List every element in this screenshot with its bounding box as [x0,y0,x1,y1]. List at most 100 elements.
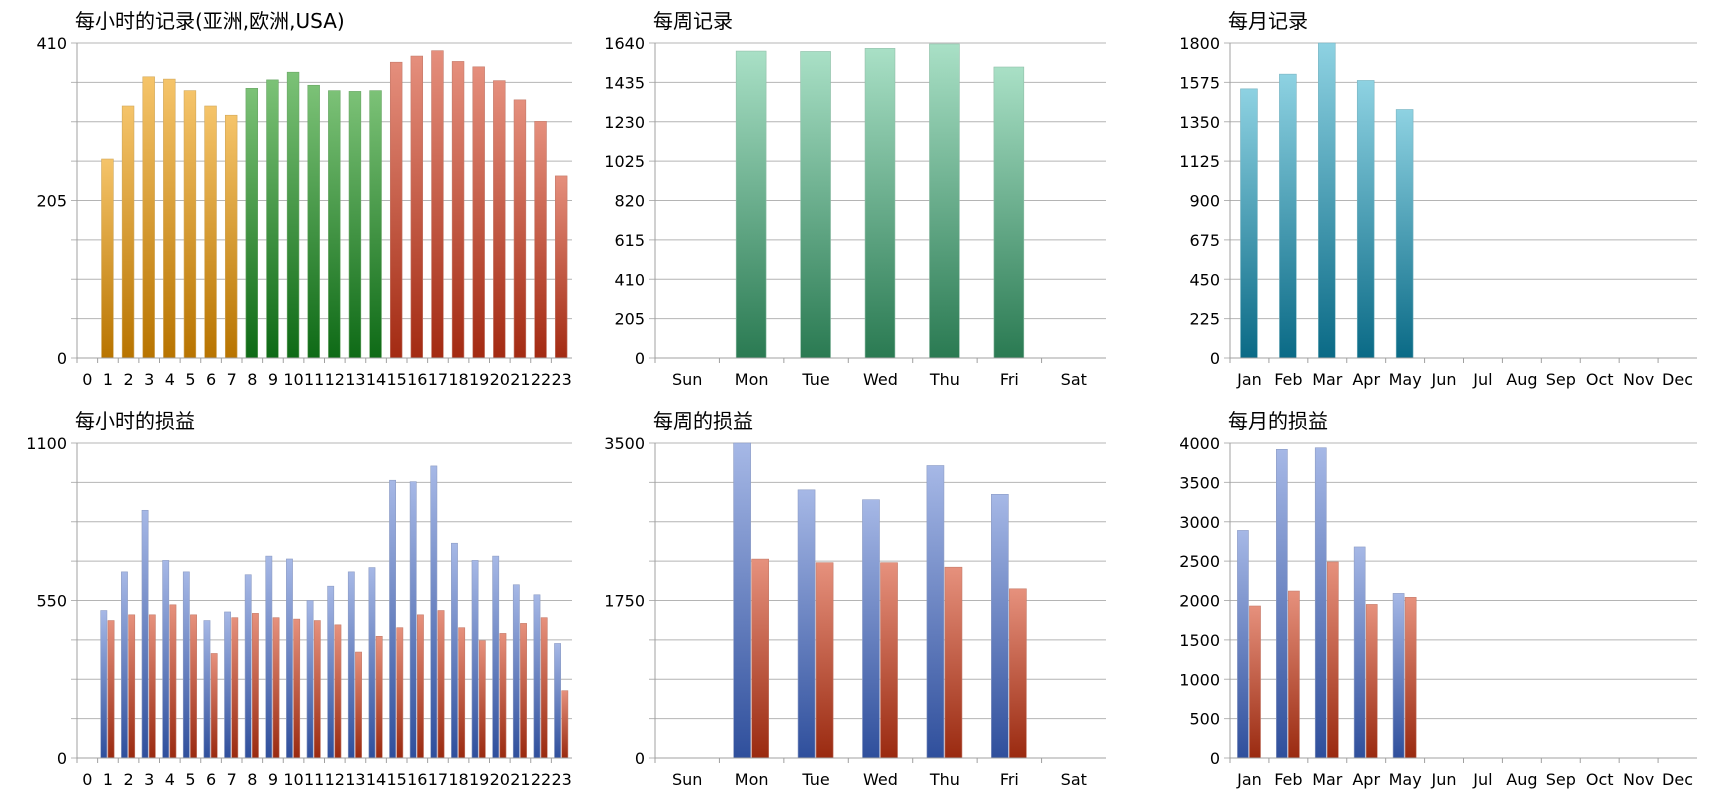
x-tick-label: 16 [407,770,427,789]
bar [266,79,279,359]
bar [107,620,115,759]
bar [554,643,561,759]
chart-title: 每小时的记录(亚洲,欧洲,USA) [75,9,345,33]
y-tick-label: 1100 [26,434,67,453]
y-tick-label: 0 [635,749,645,768]
x-tick-label: Feb [1274,770,1302,789]
x-tick-label: 15 [387,770,407,789]
x-tick-label: Sat [1061,370,1087,389]
x-tick-label: 1 [103,370,113,389]
x-tick-label: May [1389,370,1422,389]
chart-title: 每月记录 [1228,9,1308,33]
x-tick-label: 11 [304,370,324,389]
bar [513,99,527,359]
bar [431,50,444,359]
y-tick-label: 1750 [604,592,645,611]
bar [190,614,197,759]
x-tick-label: 17 [428,370,448,389]
bar [735,50,767,359]
x-tick-label: 2 [123,370,133,389]
y-tick-label: 550 [36,592,67,611]
x-tick-label: 21 [510,370,530,389]
bar [1353,546,1366,759]
bar [1009,588,1027,759]
bar [244,574,252,759]
x-tick-label: Mon [735,770,769,789]
y-tick-label: 1575 [1179,73,1220,92]
y-tick-label: 410 [614,270,645,289]
bar [991,494,1009,759]
x-tick-label: 8 [247,370,257,389]
x-tick-label: Sun [672,370,702,389]
bar [396,627,404,759]
y-tick-label: 820 [614,192,645,211]
y-tick-label: 1640 [604,34,645,53]
x-tick-label: Wed [863,770,898,789]
chart-weekly-records: 每周记录 0 205 410 615 820 1025 1230 1435 1640 Sun Mon T… [575,0,1145,400]
x-tick-label: 7 [227,770,237,789]
bar [1249,605,1261,759]
x-tick-label: Jan [1236,370,1262,389]
x-tick-label: 21 [510,770,530,789]
x-tick-label: Oct [1586,770,1614,789]
bar [1240,88,1258,359]
bar [1237,530,1249,759]
bar [554,175,568,359]
x-tick-label: 23 [552,770,572,789]
bar [347,571,355,759]
bar [334,624,342,759]
bar [800,51,831,359]
bar [272,617,280,759]
y-tick-label: 615 [614,231,645,250]
chart-hourly-pnl: 每小时的损益 0 550 1100 0 1 2 3 4 5 6 7 8 9 10 11 12 13 14 15 16 17… [0,400,572,800]
bar [1404,597,1417,759]
bar [389,61,403,359]
x-tick-label: 5 [185,770,195,789]
x-tick-label: Fri [1000,370,1019,389]
bar [265,555,273,759]
x-tick-label: 0 [82,770,92,789]
bar [375,635,383,759]
bar [478,640,486,759]
bar [926,465,945,759]
y-tick-label: 1800 [1179,34,1220,53]
x-tick-label: 16 [407,370,427,389]
x-tick-label: Thu [929,370,960,389]
x-tick-label: 4 [165,370,175,389]
bar [121,105,135,359]
y-tick-label: 4000 [1179,434,1220,453]
bar [183,90,197,359]
x-tick-label: 18 [448,770,468,789]
bar [163,78,176,359]
x-tick-label: Mar [1312,770,1343,789]
x-tick-label: Jun [1431,370,1457,389]
x-tick-label: 9 [268,370,278,389]
bar [328,90,341,359]
bar [1318,42,1336,359]
bar [368,567,376,759]
y-tick-label: 1125 [1179,152,1220,171]
bar [224,114,238,359]
x-tick-label: 6 [206,770,216,789]
x-tick-label: 23 [552,370,572,389]
x-tick-label: 12 [325,370,345,389]
bar [862,499,880,759]
x-tick-label: 7 [227,370,237,389]
y-tick-label: 1025 [604,152,645,171]
y-tick-label: 0 [635,349,645,368]
bar [929,43,960,359]
x-tick-label: Aug [1506,370,1537,389]
chart-weekly-pnl: 每周的损益 0 1750 3500 Sun Mon Tue Wed Thu Fri Sat [575,400,1145,800]
bar [493,80,506,359]
x-tick-label: 5 [185,370,195,389]
bar [815,562,834,759]
bar [293,618,301,759]
bar [410,55,424,359]
x-tick-label: 22 [531,770,551,789]
bar [348,91,362,359]
chart-title: 每小时的损益 [75,409,195,433]
y-tick-label: 1435 [604,73,645,92]
bar [458,627,466,759]
y-tick-label: 225 [1189,310,1220,329]
